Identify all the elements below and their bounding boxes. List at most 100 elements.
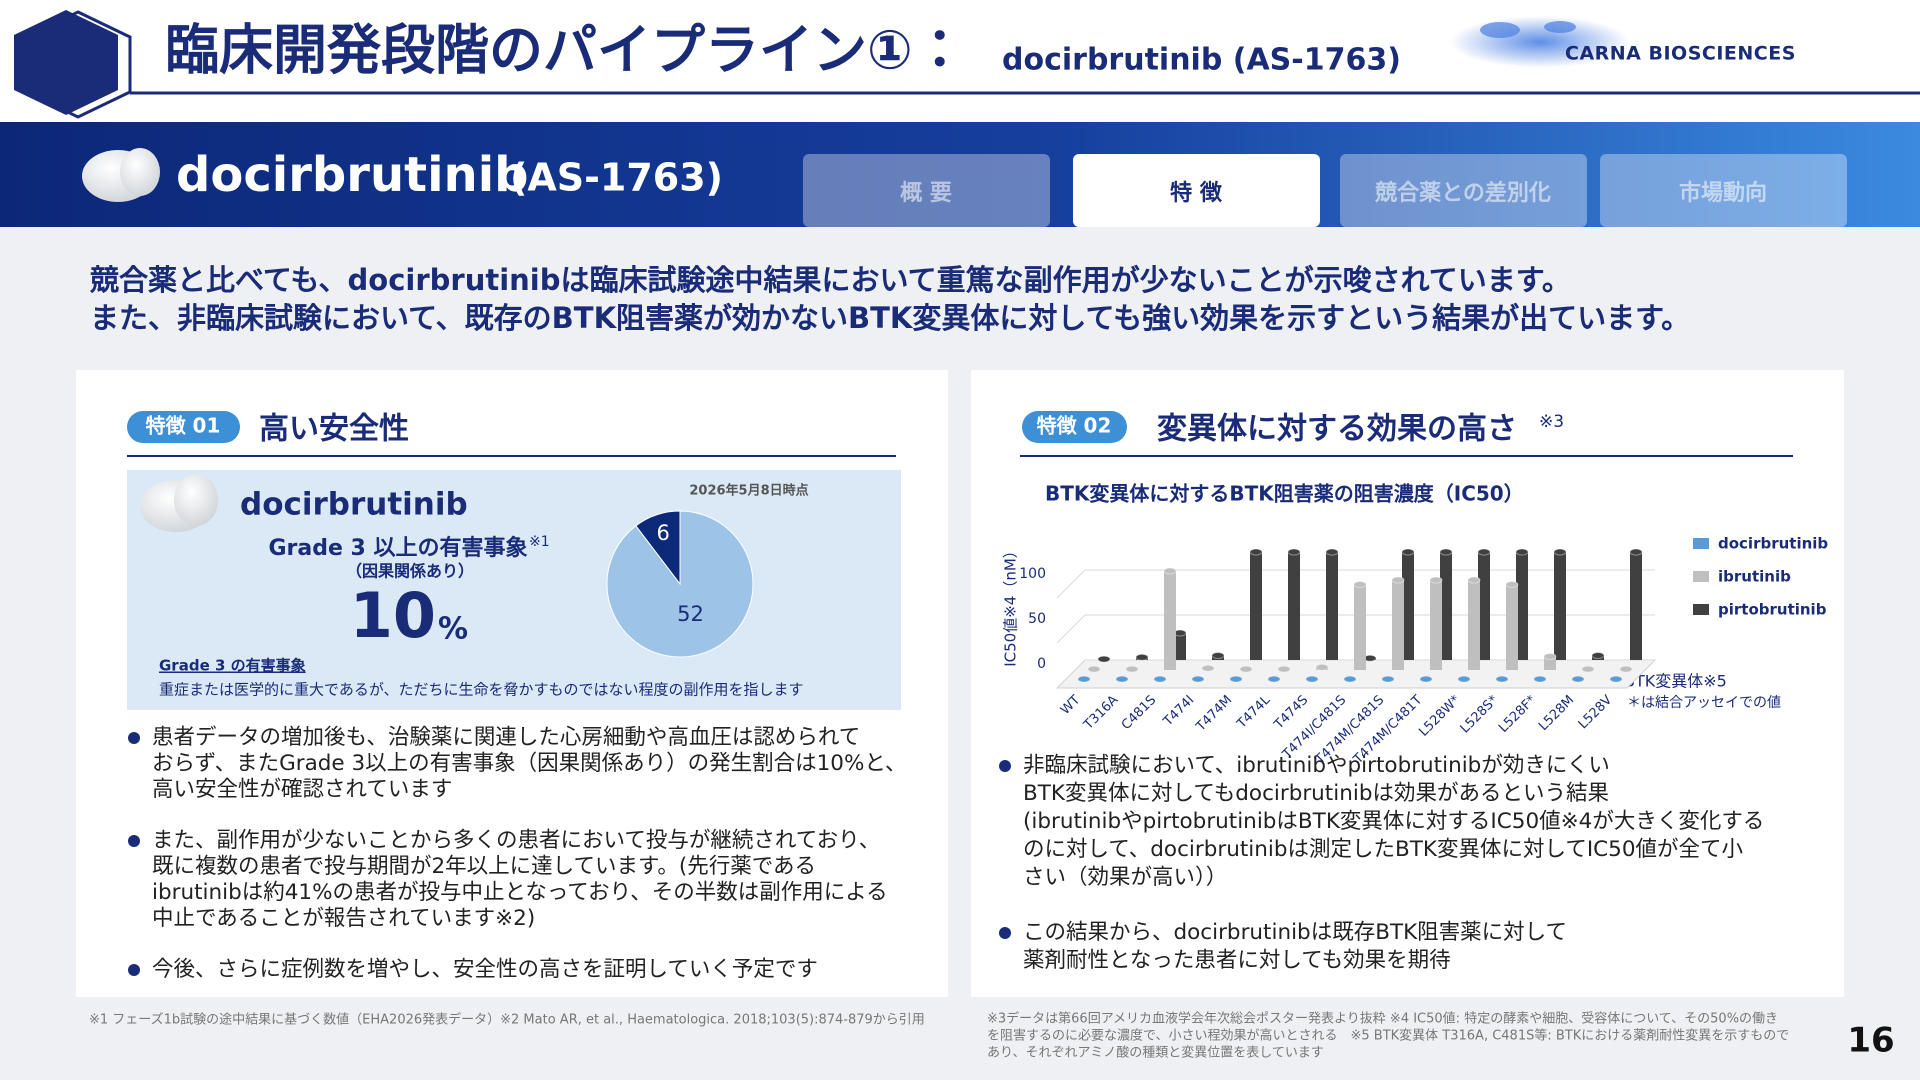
bar xyxy=(1164,571,1176,670)
metric-note: ※1 xyxy=(529,534,550,550)
bar-cap xyxy=(1505,581,1519,588)
header-title: 臨床開発段階のパイプライン①： xyxy=(165,19,967,82)
logo-mark xyxy=(1544,21,1576,33)
bullet-text: 患者データの増加後も、治験薬に関連した心房細動や高血圧は認められて xyxy=(152,725,860,750)
bar-cap xyxy=(1163,567,1177,575)
bullet-text: 既に複数の患者で投与期間が2年以上に達しています。(先行薬である xyxy=(152,854,816,879)
bar-cap xyxy=(1135,653,1149,661)
bar-cap xyxy=(1343,675,1357,683)
bar xyxy=(1250,552,1262,660)
pill-icon xyxy=(174,474,218,526)
bar-cap xyxy=(1353,581,1367,588)
lead-text: 競合薬と比べても、docirbrutinibは臨床試験途中結果において重篤な副作… xyxy=(89,263,1571,297)
bar-cap xyxy=(1391,576,1405,584)
bar-cap xyxy=(1287,548,1301,556)
bar-cap xyxy=(1477,548,1491,556)
hexagon xyxy=(14,10,118,115)
tab[interactable] xyxy=(1600,154,1847,227)
bullet-text: 今後、さらに症例数を増やし、安全性の高さを証明していく予定です xyxy=(152,957,818,982)
bar-cap xyxy=(1305,675,1319,683)
pill-icon xyxy=(120,148,160,196)
bar-cap xyxy=(1609,675,1623,683)
definition-title: Grade 3 の有害事象 xyxy=(159,657,306,675)
bar xyxy=(1354,584,1366,670)
badge xyxy=(127,411,240,443)
bar xyxy=(1288,552,1300,660)
chart-title: BTK変異体に対するBTK阻害薬の阻害濃度（IC50） xyxy=(1045,482,1524,506)
legend-swatch xyxy=(1693,538,1709,549)
bullet-text: 非臨床試験において、ibrutinibやpirtobrutinibが効きにくい xyxy=(1023,753,1610,778)
bar-cap xyxy=(1571,675,1585,683)
bar xyxy=(1630,552,1642,660)
y-tick-label: 50 xyxy=(1028,611,1046,627)
bullet-text: 中止であることが報告されています※2) xyxy=(152,906,535,931)
banner xyxy=(0,122,1920,227)
axis-note: ＊は結合アッセイでの値 xyxy=(1627,695,1781,711)
highlight-box xyxy=(127,470,901,710)
bullet-dot xyxy=(128,964,140,976)
bar-cap xyxy=(1087,665,1101,673)
bullet-text: おらず、またGrade 3以上の有害事象（因果関係あり）の発生割合は10%と、 xyxy=(152,751,907,776)
bar xyxy=(1440,552,1452,660)
tab[interactable] xyxy=(803,154,1050,227)
as-of-date: 2026年5月8日時点 xyxy=(689,483,808,499)
tabs: 概 要 特 徴 競合薬との差別化 市場動向 xyxy=(803,154,1847,227)
bullet-dot xyxy=(999,760,1011,772)
bullet-text: また、副作用が少ないことから多くの患者において投与が継続されており、 xyxy=(152,828,880,853)
bar xyxy=(1402,552,1414,660)
bar-cap xyxy=(1153,675,1167,683)
bar-cap xyxy=(1229,675,1243,683)
bar-cap xyxy=(1553,548,1567,556)
grid-line xyxy=(1056,614,1086,644)
pie-label: 52 xyxy=(677,602,704,626)
y-tick-label: 100 xyxy=(1019,566,1046,582)
bar xyxy=(1392,580,1404,670)
bullet-text: 薬剤耐性となった患者に対しても効果を期待 xyxy=(1023,948,1451,973)
bullet-text: ibrutinibは約41%の患者が投与中止となっており、その半数は副作用による xyxy=(152,880,888,905)
footnote: あり、それぞれアミノ酸の種類と変異位置を表しています xyxy=(987,1045,1324,1061)
bar-cap xyxy=(1419,675,1433,683)
bar xyxy=(1544,656,1556,670)
badge-text: 特徴 01 xyxy=(146,414,221,438)
grid-line xyxy=(1056,659,1086,689)
legend-swatch xyxy=(1693,604,1709,615)
bar-cap xyxy=(1467,576,1481,584)
bullet-text: のに対して、docirbrutinibは測定したBTK変異体に対してIC50値が… xyxy=(1023,837,1743,862)
footnote: を阻害するのに必要な濃度で、小さい程効果が高いとされる ※5 BTK変異体 T3… xyxy=(987,1028,1789,1044)
bar-cap xyxy=(1325,548,1339,556)
metric-unit: % xyxy=(438,612,468,647)
legend-swatch xyxy=(1693,571,1709,582)
bar-cap xyxy=(1515,548,1529,556)
tab[interactable] xyxy=(1340,154,1587,227)
body-text: 患者データの増加後も、治験薬に関連した心房細動や高血圧は認められておらず、またG… xyxy=(89,725,1789,1061)
bar-cap xyxy=(1077,675,1091,683)
bar-cap xyxy=(1381,675,1395,683)
tab[interactable] xyxy=(1073,154,1320,227)
bar-cap xyxy=(1191,675,1205,683)
x-axis-label: BTK変異体※5 xyxy=(1624,672,1727,691)
logo-mark xyxy=(1480,22,1520,38)
y-axis-label: IC50値※4（nM） xyxy=(1002,543,1020,667)
grid-line xyxy=(1056,569,1086,599)
bar xyxy=(1506,584,1518,670)
footnote: ※3データは第66回アメリカ血液学会年次総会ポスター発表より抜粋 ※4 IC50… xyxy=(987,1011,1778,1027)
pie-label: 6 xyxy=(657,521,670,545)
bullet-text: 高い安全性が確認されています xyxy=(152,777,452,802)
metric-label: Grade 3 以上の有害事象 xyxy=(268,535,527,561)
bar-cap xyxy=(1277,665,1291,673)
bar-cap xyxy=(1239,665,1253,673)
lead-text: また、非臨床試験において、既存のBTK阻害薬が効かないBTK変異体に対しても強い… xyxy=(90,301,1690,335)
bar-cap xyxy=(1591,652,1605,659)
metric-value: 10 xyxy=(350,579,436,652)
heading-note: ※3 xyxy=(1539,412,1564,432)
bar xyxy=(1174,633,1186,660)
bar-cap xyxy=(1125,665,1139,673)
bar-cap xyxy=(1401,548,1415,556)
legend-label: pirtobrutinib xyxy=(1718,601,1827,619)
bar-cap xyxy=(1629,548,1643,556)
y-tick-label: 0 xyxy=(1037,656,1046,672)
pie-chart: 6 52 xyxy=(606,510,754,658)
header-subtitle: docirbrutinib (AS-1763) xyxy=(1002,43,1401,78)
bar-cap xyxy=(1533,675,1547,683)
